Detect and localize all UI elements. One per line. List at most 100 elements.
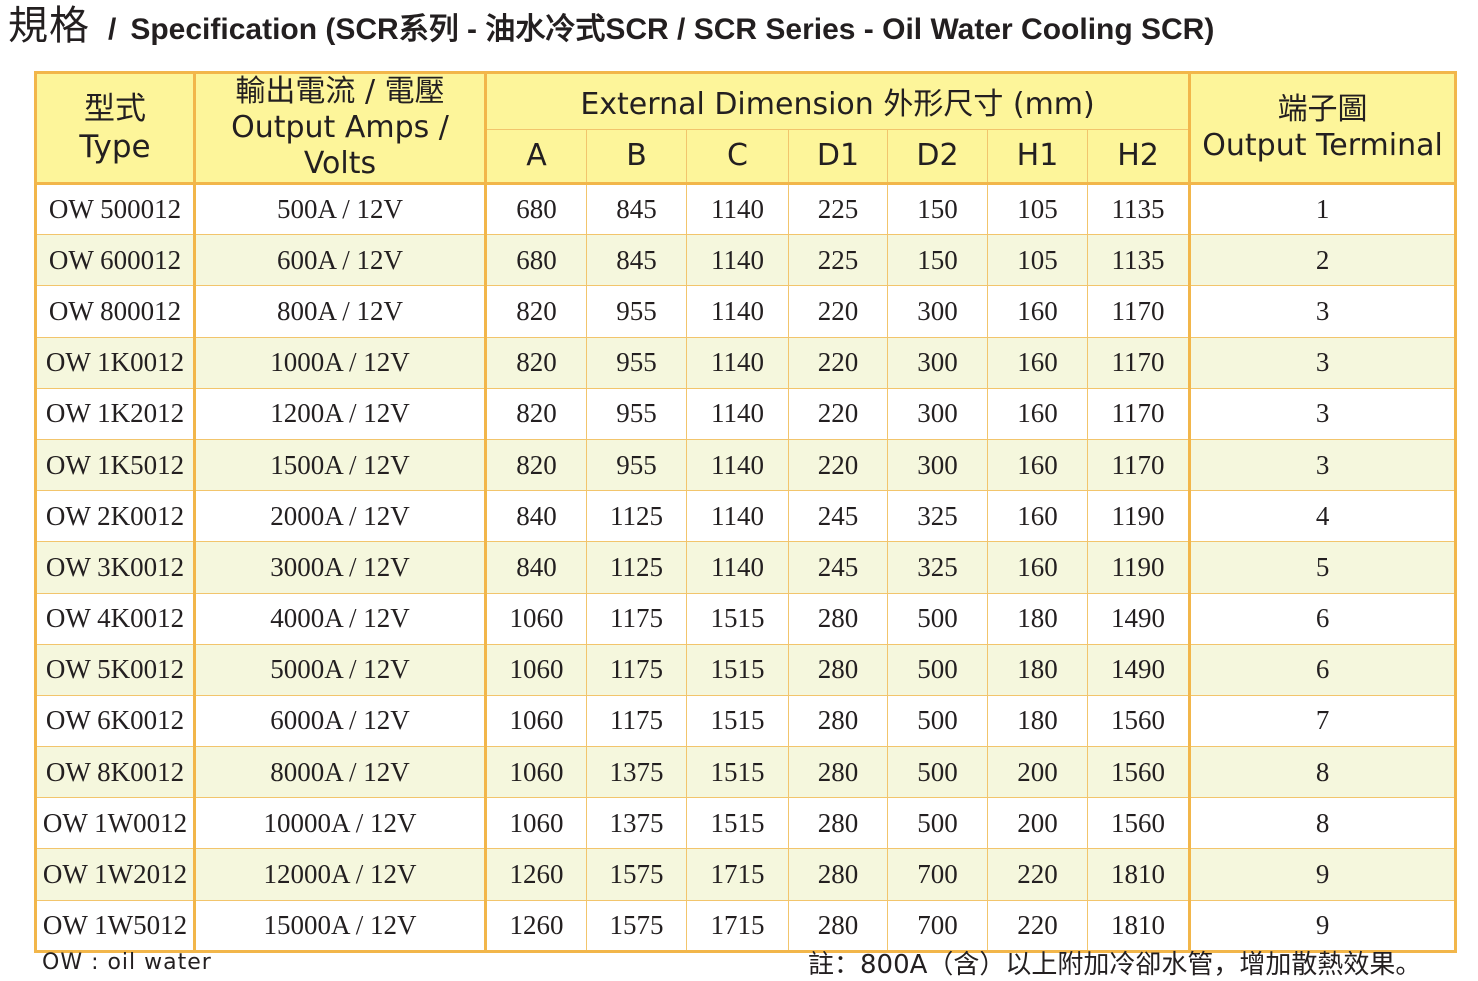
cell-type: OW 8K0012 bbox=[35, 746, 196, 799]
table-row: OW 800012 800A / 12V 820 955 1140 220 300 160 11… bbox=[35, 285, 1457, 338]
cell-dim-c: 1140 bbox=[686, 336, 789, 389]
cell-dim-d2: 500 bbox=[887, 592, 988, 645]
cell-dim-c: 1140 bbox=[686, 490, 789, 543]
cell-dim-c: 1140 bbox=[686, 285, 789, 338]
cell-dim-c: 1715 bbox=[686, 899, 789, 953]
cell-dim-d1: 220 bbox=[788, 285, 888, 338]
cell-dim-h1: 105 bbox=[987, 234, 1088, 287]
cell-dim-h2: 1135 bbox=[1086, 182, 1192, 236]
table-row: OW 6K0012 6000A / 12V 1060 1175 1515 280 500 18… bbox=[35, 694, 1457, 748]
cell-dim-d1: 245 bbox=[788, 490, 888, 543]
cell-dim-h1: 180 bbox=[987, 643, 1088, 696]
cell-dim-d2: 700 bbox=[887, 899, 988, 953]
cell-dim-h2: 1560 bbox=[1086, 797, 1192, 850]
cell-type: OW 1W2012 bbox=[35, 848, 196, 901]
header-dim-h1: H1 bbox=[987, 128, 1088, 186]
cell-terminal: 6 bbox=[1189, 643, 1457, 696]
cell-dim-d2: 700 bbox=[887, 848, 988, 901]
cell-dim-h1: 160 bbox=[987, 387, 1088, 440]
cell-dim-b: 955 bbox=[586, 387, 687, 440]
cell-dim-a: 840 bbox=[485, 490, 587, 543]
cell-dim-h1: 160 bbox=[987, 438, 1088, 492]
cell-type: OW 2K0012 bbox=[35, 490, 196, 543]
cell-type: OW 5K0012 bbox=[35, 643, 196, 696]
header-dim-h2: H2 bbox=[1086, 128, 1192, 186]
cell-dim-h1: 180 bbox=[987, 694, 1088, 748]
cell-dim-c: 1140 bbox=[686, 182, 789, 236]
cell-dim-h2: 1170 bbox=[1086, 387, 1192, 440]
header-external-dimension: External Dimension 外形尺寸 (mm) bbox=[484, 72, 1192, 130]
cell-type: OW 4K0012 bbox=[35, 592, 196, 645]
cell-output: 6000A / 12V bbox=[194, 694, 487, 748]
cell-type: OW 600012 bbox=[35, 234, 196, 287]
cell-terminal: 4 bbox=[1189, 490, 1457, 543]
cell-dim-h1: 105 bbox=[987, 182, 1088, 236]
cell-dim-h1: 200 bbox=[987, 746, 1088, 799]
cell-output: 1000A / 12V bbox=[194, 336, 487, 389]
cell-dim-d1: 280 bbox=[788, 694, 888, 748]
cell-dim-b: 1175 bbox=[586, 592, 687, 645]
cell-terminal: 3 bbox=[1189, 387, 1457, 440]
specification-table: 型式 Type 輸出電流 / 電壓 Output Amps / Volts Ex… bbox=[34, 71, 1458, 953]
remark-note: 註：800A（含）以上附加冷卻水管，增加散熱效果。 bbox=[808, 950, 1422, 980]
title-separator: / bbox=[108, 13, 117, 46]
cell-output: 500A / 12V bbox=[194, 182, 487, 236]
cell-dim-h1: 160 bbox=[987, 285, 1088, 338]
cell-dim-d2: 150 bbox=[887, 234, 988, 287]
cell-dim-d1: 225 bbox=[788, 234, 888, 287]
cell-dim-b: 1125 bbox=[586, 490, 687, 543]
header-output-cn: 輸出電流 / 電壓 bbox=[235, 74, 445, 109]
cell-dim-c: 1140 bbox=[686, 387, 789, 440]
cell-type: OW 3K0012 bbox=[35, 541, 196, 594]
cell-dim-b: 1375 bbox=[586, 746, 687, 799]
cell-dim-h2: 1170 bbox=[1086, 285, 1192, 338]
cell-dim-d2: 500 bbox=[887, 797, 988, 850]
cell-dim-h2: 1810 bbox=[1086, 899, 1192, 953]
cell-dim-a: 1060 bbox=[485, 643, 587, 696]
cell-dim-d2: 325 bbox=[887, 541, 988, 594]
cell-dim-h1: 180 bbox=[987, 592, 1088, 645]
cell-dim-a: 1060 bbox=[485, 694, 587, 748]
table-row: OW 1W2012 12000A / 12V 1260 1575 1715 280 700 2… bbox=[35, 848, 1457, 901]
cell-output: 800A / 12V bbox=[194, 285, 487, 338]
cell-dim-c: 1515 bbox=[686, 797, 789, 850]
cell-output: 4000A / 12V bbox=[194, 592, 487, 645]
cell-terminal: 9 bbox=[1189, 899, 1457, 953]
cell-dim-h2: 1490 bbox=[1086, 592, 1192, 645]
cell-dim-b: 845 bbox=[586, 234, 687, 287]
cell-dim-a: 1260 bbox=[485, 848, 587, 901]
cell-dim-d2: 150 bbox=[887, 182, 988, 236]
cell-dim-b: 1175 bbox=[586, 694, 687, 748]
cell-dim-a: 820 bbox=[485, 438, 587, 492]
cell-dim-d2: 300 bbox=[887, 387, 988, 440]
table-row: OW 1K0012 1000A / 12V 820 955 1140 220 300 160 1… bbox=[35, 336, 1457, 389]
header-output-en: Output Amps / Volts bbox=[231, 110, 449, 181]
cell-dim-d2: 500 bbox=[887, 694, 988, 748]
cell-dim-h1: 160 bbox=[987, 541, 1088, 594]
cell-dim-d1: 225 bbox=[788, 182, 888, 236]
cell-dim-b: 955 bbox=[586, 438, 687, 492]
table-body: OW 500012 500A / 12V 680 845 1140 225 150 105 11… bbox=[35, 182, 1457, 953]
cell-output: 5000A / 12V bbox=[194, 643, 487, 696]
header-dim-d2: D2 bbox=[887, 128, 988, 186]
cell-output: 600A / 12V bbox=[194, 234, 487, 287]
cell-dim-h1: 160 bbox=[987, 490, 1088, 543]
cell-type: OW 1W0012 bbox=[35, 797, 196, 850]
header-type: 型式 Type bbox=[35, 72, 196, 185]
cell-terminal: 8 bbox=[1189, 797, 1457, 850]
title-english: Specification (SCR系列 - 油水冷式SCR / SCR Ser… bbox=[130, 13, 1215, 46]
cell-dim-d1: 280 bbox=[788, 746, 888, 799]
cell-dim-a: 1060 bbox=[485, 797, 587, 850]
cell-dim-d1: 220 bbox=[788, 387, 888, 440]
table-row: OW 600012 600A / 12V 680 845 1140 225 150 105 11… bbox=[35, 234, 1457, 287]
cell-dim-h2: 1170 bbox=[1086, 336, 1192, 389]
header-type-en: Type bbox=[79, 129, 151, 165]
cell-dim-b: 955 bbox=[586, 285, 687, 338]
cell-type: OW 6K0012 bbox=[35, 694, 196, 748]
header-output: 輸出電流 / 電壓 Output Amps / Volts bbox=[194, 72, 487, 185]
dimension-header-row: A B C D1 D2 H1 H2 bbox=[36, 128, 1456, 186]
cell-output: 12000A / 12V bbox=[194, 848, 487, 901]
cell-terminal: 6 bbox=[1189, 592, 1457, 645]
table-row: OW 5K0012 5000A / 12V 1060 1175 1515 280 500 18… bbox=[35, 643, 1457, 696]
cell-dim-c: 1140 bbox=[686, 234, 789, 287]
